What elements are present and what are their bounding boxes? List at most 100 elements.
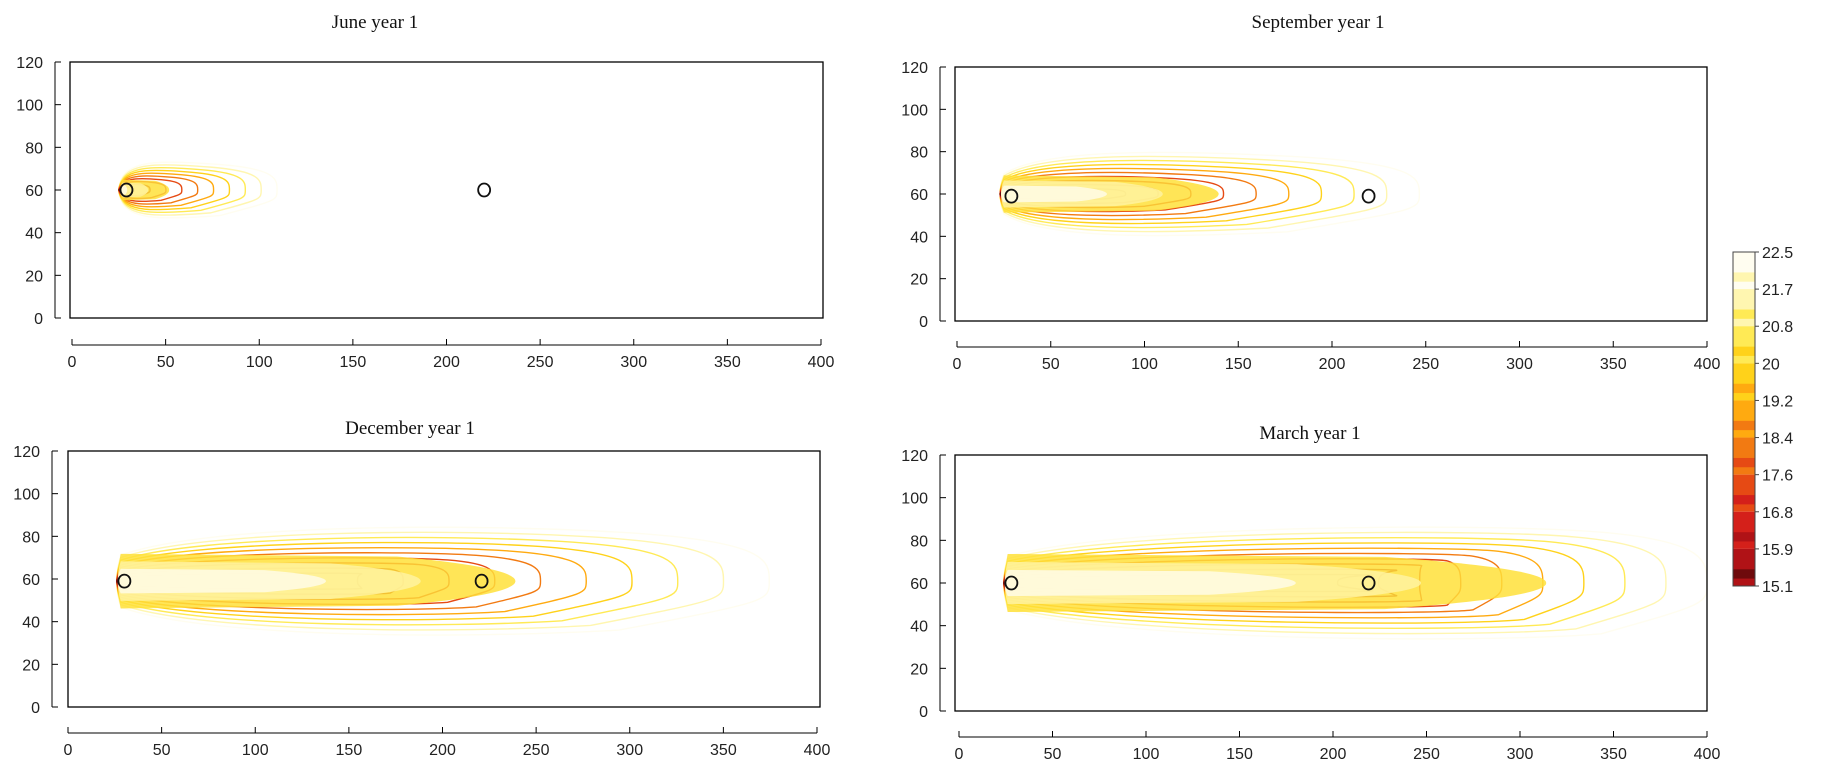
colorbar-band bbox=[1733, 346, 1755, 356]
colorbar-band bbox=[1733, 569, 1755, 579]
y-tick-label: 120 bbox=[16, 55, 43, 72]
contour-line bbox=[999, 159, 1355, 229]
panel-title: June year 1 bbox=[332, 12, 419, 33]
x-tick-label: 100 bbox=[246, 354, 273, 371]
colorbar-swatch bbox=[1733, 252, 1755, 290]
y-tick-label: 120 bbox=[901, 60, 928, 77]
colorbar-swatch bbox=[1733, 511, 1755, 549]
contour-line bbox=[1003, 531, 1667, 635]
x-tick-label: 350 bbox=[1600, 356, 1627, 373]
colorbar-tick-label: 15.9 bbox=[1762, 542, 1793, 559]
contour-line bbox=[118, 161, 278, 219]
contour-line bbox=[1003, 536, 1626, 630]
x-tick-label: 250 bbox=[1412, 356, 1439, 373]
well-marker bbox=[1361, 188, 1376, 204]
contour-line bbox=[116, 536, 679, 626]
colorbar-band bbox=[1733, 532, 1755, 542]
y-tick-label: 100 bbox=[901, 491, 928, 508]
y-tick-label: 100 bbox=[13, 487, 40, 504]
contour-line bbox=[116, 526, 770, 636]
well-marker bbox=[477, 182, 492, 198]
x-tick-label: 400 bbox=[804, 742, 831, 759]
x-tick-label: 0 bbox=[64, 742, 73, 759]
x-tick-label: 350 bbox=[1600, 746, 1627, 763]
x-tick-label: 200 bbox=[429, 742, 456, 759]
colorbar-band bbox=[1733, 420, 1755, 431]
colorbar-tick-label: 22.5 bbox=[1762, 245, 1793, 262]
y-tick-label: 40 bbox=[910, 619, 928, 636]
colorbar-tick-label: 18.4 bbox=[1762, 431, 1793, 448]
colorbar: 22.5 21.7 20.8 20 19.2 18.4 17.6 16.8 15.9 15.1 bbox=[1732, 245, 1793, 596]
contour-line bbox=[999, 151, 1421, 237]
well-marker bbox=[1004, 575, 1019, 591]
x-tick-label: 250 bbox=[523, 742, 550, 759]
colorbar-frame bbox=[1732, 251, 1756, 587]
colorbar-tick-label: 16.8 bbox=[1762, 505, 1793, 522]
contour-line bbox=[999, 155, 1388, 233]
x-tick-label: 0 bbox=[955, 746, 964, 763]
contour-fill bbox=[1001, 185, 1107, 203]
y-tick-label: 80 bbox=[910, 145, 928, 162]
y-tick-label: 60 bbox=[910, 187, 928, 204]
x-tick-label: 300 bbox=[1507, 746, 1534, 763]
x-tick-label: 50 bbox=[157, 354, 175, 371]
colorbar-swatch bbox=[1733, 363, 1755, 401]
colorbar-tick-label: 19.2 bbox=[1762, 393, 1793, 410]
colorbar-swatch bbox=[1733, 548, 1755, 586]
contour-fill bbox=[117, 568, 326, 594]
panel-3: December year 1 0 20 40 60 80 100 120 0 50 100 150 2… bbox=[13, 418, 830, 759]
x-tick-label: 350 bbox=[710, 742, 737, 759]
colorbar-band bbox=[1733, 495, 1755, 505]
well-marker bbox=[474, 573, 489, 589]
y-tick-label: 120 bbox=[13, 444, 40, 461]
x-tick-label: 0 bbox=[953, 356, 962, 373]
colorbar-swatch bbox=[1733, 400, 1755, 438]
y-tick-label: 40 bbox=[910, 229, 928, 246]
plot-frame bbox=[954, 454, 1708, 712]
x-tick-label: 400 bbox=[1694, 356, 1721, 373]
contour-fill bbox=[1004, 569, 1296, 597]
y-tick-label: 80 bbox=[22, 529, 40, 546]
y-tick-label: 40 bbox=[22, 615, 40, 632]
panel-title: December year 1 bbox=[345, 418, 475, 439]
x-tick-label: 50 bbox=[1044, 746, 1062, 763]
colorbar-tick-label: 17.6 bbox=[1762, 468, 1793, 485]
y-tick-label: 80 bbox=[25, 140, 43, 157]
colorbar-band bbox=[1733, 457, 1755, 468]
plot-frame bbox=[69, 61, 824, 319]
x-tick-label: 150 bbox=[336, 742, 363, 759]
x-tick-label: 200 bbox=[1319, 356, 1346, 373]
contour-line bbox=[1003, 526, 1708, 640]
x-tick-label: 400 bbox=[808, 354, 835, 371]
x-tick-label: 300 bbox=[620, 354, 647, 371]
x-tick-label: 150 bbox=[1225, 356, 1252, 373]
y-tick-label: 120 bbox=[901, 448, 928, 465]
contour-line bbox=[116, 531, 725, 631]
colorbar-band bbox=[1733, 309, 1755, 319]
y-tick-label: 60 bbox=[25, 183, 43, 200]
colorbar-tick-label: 21.7 bbox=[1762, 282, 1793, 299]
x-tick-label: 300 bbox=[1506, 356, 1533, 373]
y-tick-label: 20 bbox=[22, 657, 40, 674]
x-tick-label: 50 bbox=[153, 742, 171, 759]
y-tick-label: 60 bbox=[22, 572, 40, 589]
x-tick-label: 250 bbox=[1413, 746, 1440, 763]
x-tick-label: 150 bbox=[340, 354, 367, 371]
well-marker bbox=[1361, 575, 1376, 591]
x-tick-label: 100 bbox=[1131, 356, 1158, 373]
panel-title: March year 1 bbox=[1259, 423, 1360, 444]
colorbar-swatch bbox=[1733, 474, 1755, 512]
x-tick-label: 100 bbox=[1133, 746, 1160, 763]
y-tick-label: 0 bbox=[919, 704, 928, 721]
colorbar-swatch bbox=[1733, 437, 1755, 475]
x-tick-label: 100 bbox=[242, 742, 269, 759]
well-marker bbox=[117, 573, 132, 589]
y-tick-label: 100 bbox=[16, 98, 43, 115]
y-tick-label: 100 bbox=[901, 102, 928, 119]
x-tick-label: 400 bbox=[1694, 746, 1721, 763]
panel-2: September year 1 0 20 40 60 80 100 120 0 50 100 150… bbox=[901, 12, 1720, 373]
x-tick-label: 300 bbox=[616, 742, 643, 759]
plot-frame bbox=[67, 450, 821, 708]
colorbar-swatch bbox=[1733, 289, 1755, 327]
